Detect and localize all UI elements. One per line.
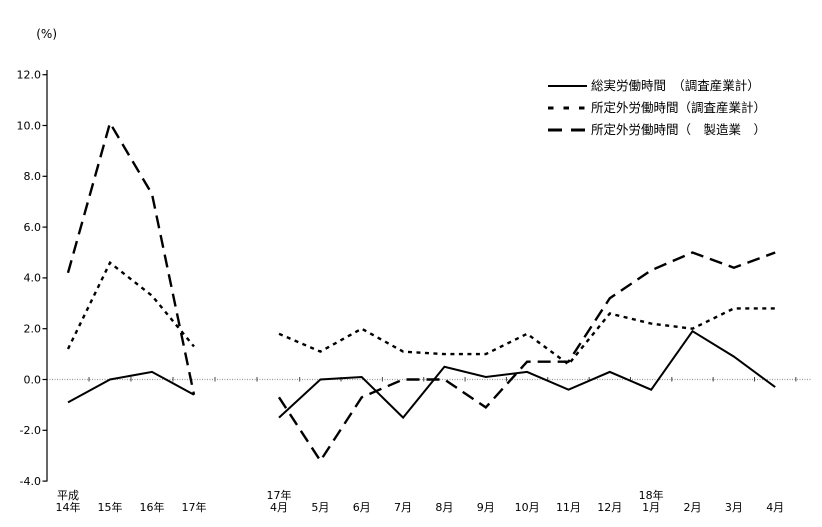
- x-tick-label-era: 平成: [57, 489, 79, 502]
- y-tick-label: 6.0: [24, 221, 42, 234]
- y-tick-label: 0.0: [24, 373, 42, 386]
- x-tick-label: 17年: [182, 500, 207, 514]
- x-tick-label-era: 17年: [267, 488, 292, 502]
- legend-label: 総実労働時間 （調査産業計）: [591, 78, 760, 93]
- y-tick-label: 2.0: [24, 323, 42, 336]
- x-tick-label-era: 18年: [639, 488, 664, 502]
- x-tick-label: 8月: [435, 501, 453, 514]
- x-tick-label: 4月: [270, 501, 288, 514]
- y-tick-label: -4.0: [20, 475, 41, 488]
- series-line-dotted: [66, 260, 776, 366]
- x-tick-label: 11月: [556, 501, 581, 514]
- x-tick-label: 9月: [477, 501, 495, 514]
- series-line-dashed: [66, 119, 776, 463]
- x-tick-label: 1月: [642, 501, 660, 514]
- series-line-solid: [67, 329, 776, 420]
- x-tick-label: 15年: [98, 500, 123, 514]
- y-axis-unit-label: (%): [36, 27, 57, 41]
- x-tick-label: 10月: [515, 501, 540, 514]
- x-tick-label: 12月: [597, 501, 622, 514]
- y-tick-label: 8.0: [24, 170, 42, 183]
- y-tick-label: 12.0: [17, 69, 42, 82]
- x-tick-label: 5月: [311, 501, 329, 514]
- y-tick-label: 4.0: [24, 272, 42, 285]
- y-tick-label: -2.0: [20, 424, 41, 437]
- legend-label: 所定外労働時間（調査産業計）: [591, 100, 766, 115]
- x-tick-label: 3月: [725, 501, 743, 514]
- x-tick-label: 14年: [56, 500, 81, 514]
- x-tick-label: 7月: [394, 501, 412, 514]
- x-tick-label: 16年: [140, 500, 165, 514]
- y-tick-label: 10.0: [17, 119, 42, 132]
- x-tick-label: 4月: [766, 501, 784, 514]
- x-tick-label: 2月: [684, 501, 702, 514]
- x-tick-label: 6月: [353, 501, 371, 514]
- legend-label: 所定外労働時間（ 製造業 ）: [591, 122, 766, 137]
